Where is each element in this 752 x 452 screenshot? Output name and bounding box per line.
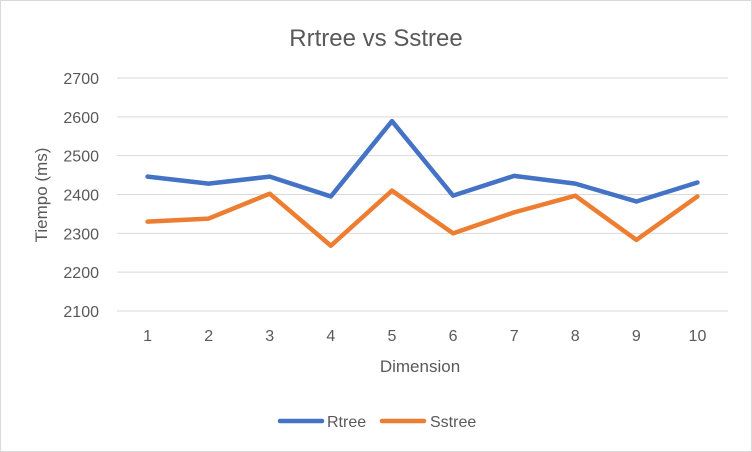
y-tick-label: 2600 — [63, 110, 99, 127]
legend: Rtree Sstree — [277, 414, 476, 431]
x-tick-label: 2 — [204, 328, 213, 345]
series-lines — [145, 118, 700, 249]
legend-label-sstree: Sstree — [430, 414, 476, 431]
x-tick-label: 8 — [571, 328, 580, 345]
gridlines — [117, 77, 728, 312]
series-line-sstree — [145, 188, 700, 249]
y-tick-label: 2200 — [63, 265, 99, 282]
y-tick-label: 2700 — [63, 71, 99, 88]
y-axis-ticks: 2100 2200 2300 2400 2500 2600 2700 — [63, 71, 99, 321]
chart-title: Rrtree vs Sstree — [289, 25, 462, 52]
x-tick-label: 10 — [689, 328, 707, 345]
series-line-rtree — [145, 118, 700, 204]
y-tick-label: 2300 — [63, 226, 99, 243]
x-tick-label: 4 — [326, 328, 335, 345]
x-tick-label: 9 — [632, 328, 641, 345]
x-tick-label: 1 — [143, 328, 152, 345]
x-tick-label: 3 — [265, 328, 274, 345]
x-axis-label: Dimension — [380, 357, 460, 376]
x-tick-label: 6 — [449, 328, 458, 345]
y-tick-label: 2400 — [63, 188, 99, 205]
x-tick-label: 5 — [387, 328, 396, 345]
y-tick-label: 2500 — [63, 149, 99, 166]
x-tick-label: 7 — [510, 328, 519, 345]
x-axis-ticks: 1 2 3 4 5 6 7 8 9 10 — [143, 328, 706, 345]
y-tick-label: 2100 — [63, 304, 99, 321]
legend-label-rtree: Rtree — [327, 414, 366, 431]
y-axis-label: Tiempo (ms) — [32, 148, 51, 243]
